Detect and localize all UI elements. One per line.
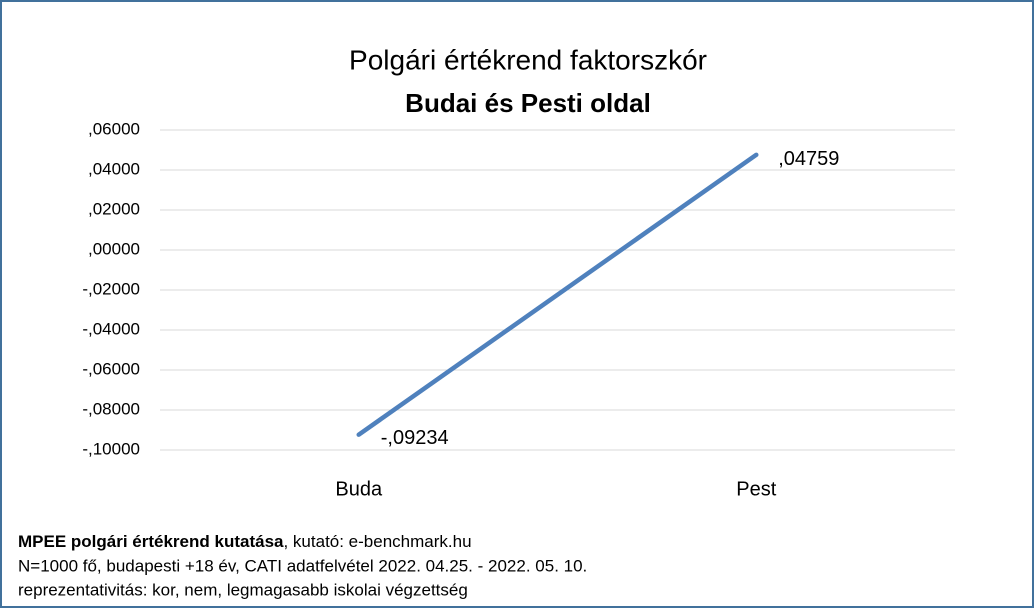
- x-tick-label: Pest: [736, 478, 776, 500]
- chart-subtitle: Budai és Pesti oldal: [405, 88, 651, 118]
- y-tick-label: ,02000: [88, 199, 140, 218]
- y-tick-label: -,08000: [82, 399, 140, 418]
- footnote: MPEE polgári értékrend kutatása, kutató:…: [18, 532, 472, 551]
- footnote-rest: , kutató: e-benchmark.hu: [283, 532, 471, 551]
- y-tick-label: ,06000: [88, 119, 140, 138]
- footnote-line: N=1000 fő, budapesti +18 év, CATI adatfe…: [18, 556, 587, 575]
- value-label: ,04759: [778, 148, 839, 170]
- footnote-line: reprezentativitás: kor, nem, legmagasabb…: [18, 580, 468, 599]
- chart-title: Polgári értékrend faktorszkór: [349, 44, 707, 75]
- y-tick-label: ,00000: [88, 239, 140, 258]
- line: [356, 152, 759, 437]
- value-label: -,09234: [381, 427, 449, 449]
- y-tick-label: -,10000: [82, 439, 140, 458]
- x-tick-label: Buda: [335, 478, 383, 500]
- y-tick-label: -,02000: [82, 279, 140, 298]
- y-tick-label: -,04000: [82, 319, 140, 338]
- footnote-bold: MPEE polgári értékrend kutatása: [18, 532, 284, 551]
- y-tick-label: ,04000: [88, 159, 140, 178]
- y-tick-label: -,06000: [82, 359, 140, 378]
